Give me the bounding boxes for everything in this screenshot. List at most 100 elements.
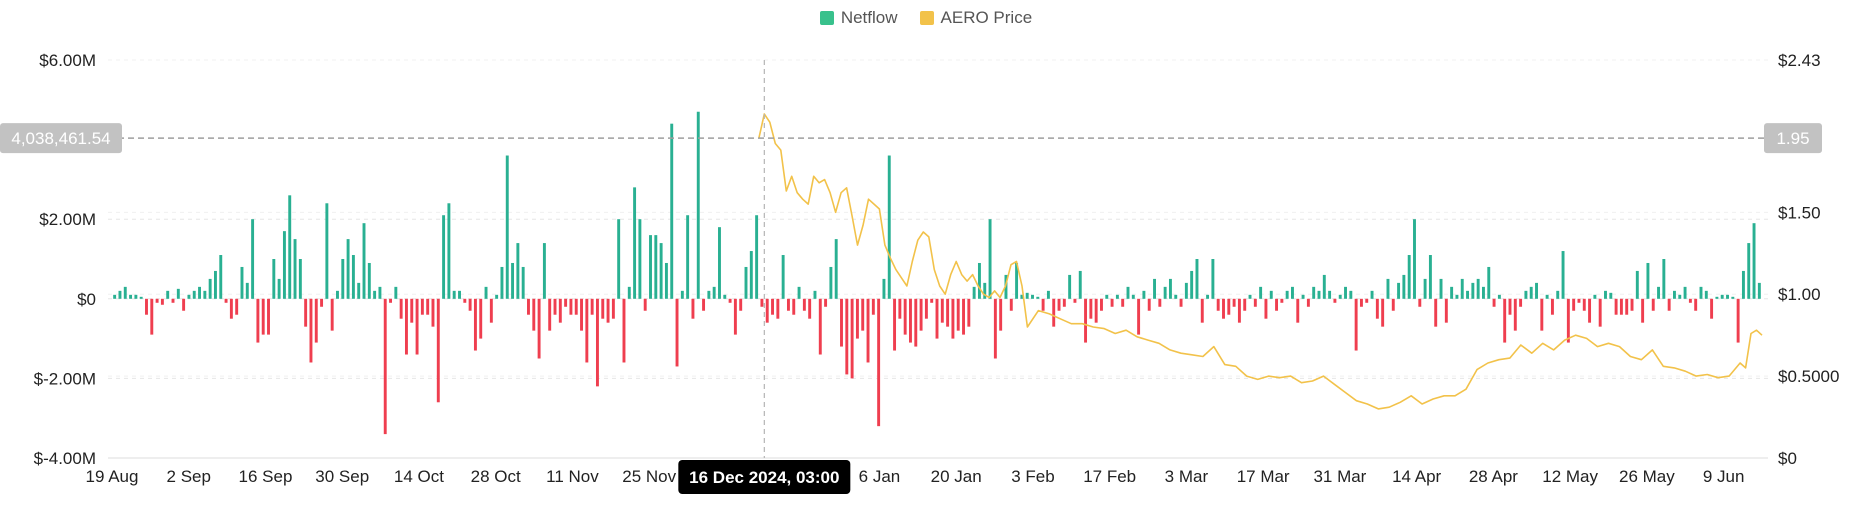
netflow-bar[interactable] (898, 298, 902, 319)
netflow-bar[interactable] (431, 298, 435, 327)
netflow-bar[interactable] (527, 298, 530, 315)
netflow-bar[interactable] (1651, 298, 1655, 311)
netflow-bar[interactable] (1460, 278, 1464, 299)
netflow-bar[interactable] (1535, 282, 1538, 299)
netflow-bar[interactable] (1550, 298, 1554, 315)
netflow-bar[interactable] (935, 298, 939, 339)
netflow-bar[interactable] (1524, 290, 1528, 299)
netflow-bar[interactable] (977, 262, 981, 299)
netflow-bar[interactable] (293, 239, 297, 299)
netflow-bar[interactable] (1100, 298, 1103, 311)
netflow-bar[interactable] (1147, 298, 1151, 311)
netflow-bar[interactable] (468, 298, 472, 311)
netflow-bar[interactable] (1089, 298, 1093, 319)
netflow-bar[interactable] (659, 243, 663, 299)
netflow-bar[interactable] (1450, 286, 1454, 299)
netflow-bar[interactable] (755, 215, 759, 299)
legend-item-aero-price[interactable]: AERO Price (919, 8, 1032, 28)
netflow-bar[interactable] (617, 219, 621, 299)
netflow-bar[interactable] (1381, 298, 1385, 327)
netflow-bar[interactable] (1476, 278, 1480, 299)
netflow-bar[interactable] (1222, 298, 1225, 319)
netflow-bar[interactable] (569, 298, 573, 315)
netflow-bar[interactable] (739, 298, 743, 311)
netflow-bar[interactable] (1497, 294, 1501, 299)
netflow-bar[interactable] (336, 290, 339, 299)
netflow-bar[interactable] (723, 294, 727, 299)
netflow-bar[interactable] (1365, 298, 1369, 303)
netflow-bar[interactable] (415, 298, 419, 355)
netflow-bar[interactable] (479, 298, 483, 339)
netflow-bar[interactable] (946, 298, 950, 327)
netflow-bar[interactable] (696, 111, 700, 299)
netflow-bar[interactable] (389, 298, 392, 303)
netflow-bar[interactable] (1253, 298, 1257, 307)
netflow-bar[interactable] (489, 298, 493, 323)
netflow-bar[interactable] (1556, 290, 1560, 299)
netflow-bar[interactable] (1328, 290, 1332, 299)
netflow-bar[interactable] (160, 298, 164, 305)
netflow-bar[interactable] (993, 298, 997, 359)
netflow-bar[interactable] (1540, 298, 1544, 331)
netflow-bar[interactable] (1131, 294, 1135, 299)
netflow-bar[interactable] (1073, 298, 1077, 303)
netflow-bar[interactable] (564, 298, 568, 307)
netflow-bar[interactable] (436, 298, 440, 403)
netflow-bar[interactable] (1397, 282, 1401, 299)
netflow-bar[interactable] (622, 298, 626, 363)
netflow-bar[interactable] (1015, 262, 1019, 299)
netflow-bar[interactable] (1142, 290, 1146, 299)
netflow-bar[interactable] (1025, 292, 1029, 299)
netflow-bar[interactable] (765, 298, 769, 323)
netflow-bar[interactable] (1418, 298, 1422, 307)
netflow-bar[interactable] (282, 231, 286, 299)
netflow-bar[interactable] (1545, 294, 1549, 299)
netflow-bar[interactable] (1359, 298, 1363, 307)
netflow-bar[interactable] (1513, 298, 1517, 331)
netflow-bar[interactable] (1126, 286, 1130, 299)
netflow-bar[interactable] (1667, 298, 1671, 311)
netflow-bar[interactable] (601, 298, 605, 319)
netflow-bar[interactable] (1757, 282, 1761, 299)
netflow-bar[interactable] (712, 286, 716, 299)
netflow-bar[interactable] (346, 239, 350, 299)
netflow-bar[interactable] (749, 251, 753, 299)
netflow-bar[interactable] (1402, 274, 1406, 299)
netflow-bar[interactable] (1487, 266, 1491, 299)
netflow-bar[interactable] (1020, 294, 1024, 299)
netflow-bar[interactable] (595, 298, 599, 387)
netflow-bar[interactable] (1572, 298, 1576, 311)
netflow-bar[interactable] (771, 298, 774, 315)
netflow-bar[interactable] (1354, 298, 1358, 351)
netflow-bar[interactable] (786, 298, 790, 311)
netflow-bar[interactable] (1121, 298, 1125, 307)
netflow-bar[interactable] (548, 298, 552, 331)
netflow-bar[interactable] (871, 298, 875, 315)
netflow-bar[interactable] (1720, 294, 1724, 299)
aero-price-line[interactable] (758, 113, 1763, 410)
netflow-bar[interactable] (670, 123, 674, 299)
netflow-bar[interactable] (1688, 298, 1692, 303)
netflow-bar[interactable] (611, 298, 615, 319)
netflow-bar[interactable] (845, 298, 849, 375)
netflow-bar[interactable] (1174, 294, 1178, 299)
netflow-bar[interactable] (558, 298, 562, 323)
netflow-bar[interactable] (521, 266, 525, 299)
netflow-bar[interactable] (309, 298, 313, 363)
netflow-bar[interactable] (1752, 223, 1756, 299)
netflow-bar[interactable] (373, 290, 377, 299)
netflow-bar[interactable] (272, 259, 276, 299)
netflow-bar[interactable] (1036, 296, 1040, 299)
netflow-bar[interactable] (988, 219, 992, 299)
netflow-bar[interactable] (877, 298, 881, 427)
netflow-bar[interactable] (187, 294, 191, 299)
netflow-bar[interactable] (893, 298, 897, 351)
netflow-bar[interactable] (1190, 270, 1194, 299)
netflow-bar[interactable] (999, 298, 1003, 331)
netflow-bar[interactable] (1179, 298, 1183, 307)
netflow-bar[interactable] (261, 298, 265, 335)
netflow-bar[interactable] (1094, 298, 1098, 323)
netflow-bar[interactable] (1630, 298, 1634, 311)
netflow-bar[interactable] (298, 259, 302, 299)
netflow-bar[interactable] (245, 282, 249, 299)
